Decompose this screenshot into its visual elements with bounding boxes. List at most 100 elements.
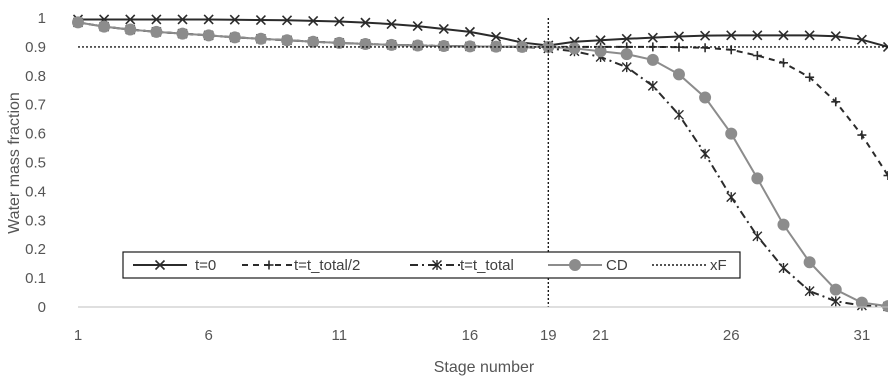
y-tick-label: 0.2 <box>25 241 46 258</box>
data-point <box>804 286 815 297</box>
y-tick-label: 0 <box>38 299 46 316</box>
data-point <box>700 30 711 41</box>
data-point <box>699 91 712 104</box>
data-point <box>621 33 632 44</box>
legend-entry: t=t_total/2 <box>242 257 360 274</box>
data-point <box>150 25 163 38</box>
y-axis-title: Water mass fraction <box>6 92 23 234</box>
x-tick-label: 19 <box>540 327 557 344</box>
data-point <box>856 34 867 45</box>
legend-label: t=t_total/2 <box>294 257 360 274</box>
data-point <box>830 31 841 42</box>
y-tick-label: 0.6 <box>25 126 46 143</box>
legend-label: xF <box>710 257 727 274</box>
series-t-t-total-2 <box>73 17 888 181</box>
data-point <box>72 16 84 29</box>
legend-label: CD <box>606 257 628 274</box>
data-point <box>281 15 293 26</box>
data-point <box>777 218 790 231</box>
data-point <box>229 14 240 25</box>
y-tick-label: 0.3 <box>25 212 46 229</box>
x-tick-label: 6 <box>204 327 212 344</box>
data-point <box>700 148 711 159</box>
data-point <box>646 53 659 66</box>
legend-entry: CD <box>548 257 628 274</box>
x-axis-title: Stage number <box>434 359 535 376</box>
data-point <box>308 15 319 26</box>
data-point <box>778 30 789 41</box>
data-point <box>98 20 111 33</box>
data-point <box>307 35 320 48</box>
data-point <box>202 29 215 42</box>
data-point <box>855 296 868 309</box>
data-point <box>673 109 684 120</box>
data-point <box>411 39 424 52</box>
data-point <box>805 72 815 82</box>
data-point <box>360 17 371 28</box>
data-point <box>752 30 763 41</box>
data-point <box>255 14 266 26</box>
y-tick-label: 0.4 <box>25 183 46 200</box>
data-point <box>254 32 267 45</box>
data-point <box>386 19 397 30</box>
data-point <box>751 172 764 185</box>
data-point <box>333 36 346 49</box>
x-tick-label: 21 <box>592 327 609 344</box>
series-line <box>78 18 888 48</box>
legend-entry: t=0 <box>133 257 216 274</box>
data-point <box>829 283 842 296</box>
y-tick-label: 0.9 <box>25 39 46 56</box>
data-point <box>359 38 372 51</box>
data-point <box>804 30 815 41</box>
data-point <box>672 68 685 81</box>
data-point <box>281 34 294 47</box>
data-point <box>882 300 888 313</box>
data-point <box>151 14 162 25</box>
data-point <box>725 127 738 140</box>
legend-entry: xF <box>652 257 727 274</box>
data-point <box>594 45 607 58</box>
data-point <box>752 51 762 61</box>
x-tick-label: 16 <box>462 327 479 344</box>
data-point <box>568 42 581 55</box>
legend-entry: t=t_total <box>410 257 514 274</box>
data-point <box>647 32 658 43</box>
y-tick-label: 0.1 <box>25 270 46 287</box>
legend-swatch-marker <box>432 260 442 270</box>
data-point <box>124 23 137 36</box>
data-point <box>437 40 450 53</box>
data-point <box>647 80 658 91</box>
data-point <box>621 62 632 73</box>
data-point <box>803 256 816 269</box>
data-point <box>228 31 241 44</box>
data-point <box>778 58 788 68</box>
data-point <box>726 30 737 41</box>
x-tick-label: 11 <box>332 327 348 344</box>
y-tick-label: 0.7 <box>25 97 46 114</box>
data-point <box>726 192 737 203</box>
x-tick-label: 1 <box>74 327 82 344</box>
data-point <box>620 48 633 61</box>
data-point <box>334 16 345 27</box>
data-point <box>752 231 763 242</box>
series-line <box>77 21 888 177</box>
data-point <box>385 38 398 51</box>
data-point <box>177 14 188 25</box>
data-point <box>882 41 888 52</box>
x-tick-label: 26 <box>723 327 740 344</box>
axes-layer: 00.10.20.30.40.50.60.70.80.911 6 11 16 19 21 2… <box>6 10 888 376</box>
data-point <box>438 23 449 35</box>
data-point <box>830 296 841 307</box>
data-point <box>412 21 423 32</box>
legend-swatch-marker <box>154 259 166 271</box>
series-layer <box>72 14 888 313</box>
data-point <box>176 27 189 40</box>
data-point <box>831 97 841 107</box>
legend-swatch-marker <box>264 260 274 270</box>
data-point <box>673 31 685 42</box>
data-point <box>464 26 476 37</box>
data-point <box>490 31 502 42</box>
y-tick-label: 1 <box>38 10 46 27</box>
y-tick-label: 0.8 <box>25 68 46 85</box>
